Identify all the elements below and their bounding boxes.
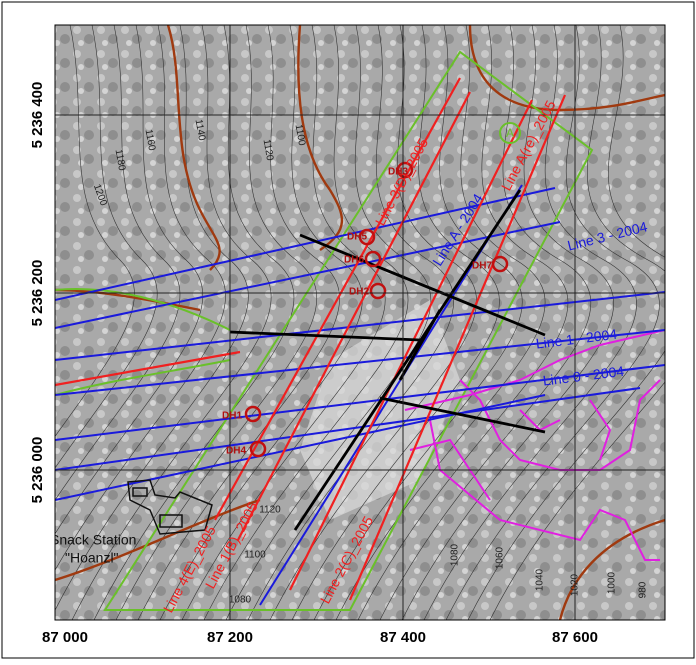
x-grid-label: 87 000 bbox=[42, 629, 88, 646]
place-name: Snack Station bbox=[50, 532, 136, 548]
contour-label: 1020 bbox=[570, 573, 581, 596]
drill-hole-label: DH4 bbox=[226, 446, 246, 457]
drill-hole-label: DH7 bbox=[472, 261, 492, 272]
x-grid-label: 87 200 bbox=[207, 629, 253, 646]
place-subname: "Hoanzl" bbox=[65, 550, 119, 566]
contour-label: 1120 bbox=[259, 505, 281, 516]
drill-hole-label: DH6 bbox=[344, 255, 364, 266]
x-grid-label: 87 600 bbox=[552, 629, 598, 646]
contour-label: 1100 bbox=[244, 550, 266, 561]
marker-label: A bbox=[506, 126, 514, 140]
y-grid-label: 5 236 400 bbox=[29, 82, 46, 149]
y-grid-label: 5 236 200 bbox=[29, 260, 46, 327]
contour-label: 1000 bbox=[607, 571, 618, 594]
y-grid-label: 5 236 000 bbox=[29, 437, 46, 504]
drill-hole-label: DH3 bbox=[388, 167, 408, 178]
contour-label: 1080 bbox=[229, 595, 252, 606]
drill-hole-label: DH1 bbox=[222, 411, 242, 422]
contour-label: 1040 bbox=[535, 568, 546, 591]
contour-label: 1080 bbox=[450, 543, 461, 566]
contour-label: 1060 bbox=[495, 546, 506, 569]
drill-hole-label: DH2 bbox=[349, 287, 369, 298]
drill-hole-label: DH5 bbox=[347, 232, 367, 243]
x-grid-label: 87 400 bbox=[380, 629, 426, 646]
map-figure: A 12001180116011401120110011201100108010… bbox=[0, 0, 696, 660]
contour-label: 980 bbox=[638, 581, 649, 598]
